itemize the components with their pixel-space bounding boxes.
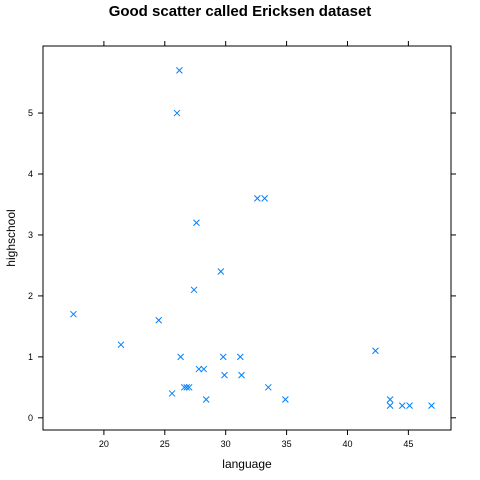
data-point bbox=[219, 353, 227, 361]
data-point bbox=[190, 286, 198, 294]
data-points bbox=[70, 67, 435, 409]
data-point bbox=[193, 219, 200, 227]
x-axis: 20 25 30 35 40 45 bbox=[99, 41, 413, 449]
data-point bbox=[406, 402, 413, 409]
y-tick-label: 0 bbox=[28, 413, 33, 423]
data-point bbox=[264, 383, 272, 391]
y-tick-label: 4 bbox=[28, 169, 33, 179]
data-point bbox=[173, 109, 181, 117]
data-point bbox=[195, 365, 203, 373]
data-point bbox=[155, 316, 163, 324]
data-point bbox=[217, 268, 225, 275]
x-tick-label: 35 bbox=[282, 439, 292, 449]
data-point bbox=[185, 383, 193, 391]
data-point bbox=[428, 402, 435, 409]
x-tick-label: 25 bbox=[160, 439, 170, 449]
data-point bbox=[398, 402, 406, 409]
chart-title: Good scatter called Ericksen dataset bbox=[109, 3, 372, 20]
y-axis-label: highschool bbox=[4, 209, 18, 266]
data-point bbox=[386, 402, 394, 409]
data-point bbox=[168, 390, 176, 397]
x-axis-label: language bbox=[222, 457, 272, 471]
x-tick-label: 45 bbox=[403, 439, 413, 449]
data-point bbox=[282, 396, 289, 403]
data-point bbox=[236, 353, 244, 361]
data-point bbox=[183, 383, 191, 391]
data-point bbox=[180, 383, 188, 391]
y-tick-label: 5 bbox=[28, 108, 33, 118]
data-point bbox=[253, 195, 261, 202]
data-point bbox=[372, 347, 379, 355]
data-point bbox=[386, 396, 394, 403]
data-point bbox=[177, 353, 184, 361]
y-tick-label: 2 bbox=[28, 291, 33, 301]
plot-frame bbox=[42, 45, 452, 431]
data-point bbox=[176, 67, 183, 74]
data-point bbox=[200, 365, 208, 373]
x-tick-label: 30 bbox=[221, 439, 231, 449]
x-tick-label: 40 bbox=[342, 439, 352, 449]
x-tick-label: 20 bbox=[99, 439, 109, 449]
y-tick-label: 1 bbox=[28, 352, 33, 362]
data-point bbox=[221, 371, 228, 379]
data-point bbox=[202, 396, 210, 403]
data-point bbox=[70, 310, 77, 318]
data-point bbox=[117, 341, 125, 349]
data-point bbox=[261, 195, 269, 202]
data-point bbox=[238, 371, 245, 379]
y-axis: 0 1 2 3 4 5 bbox=[28, 108, 456, 423]
y-tick-label: 3 bbox=[28, 230, 33, 240]
